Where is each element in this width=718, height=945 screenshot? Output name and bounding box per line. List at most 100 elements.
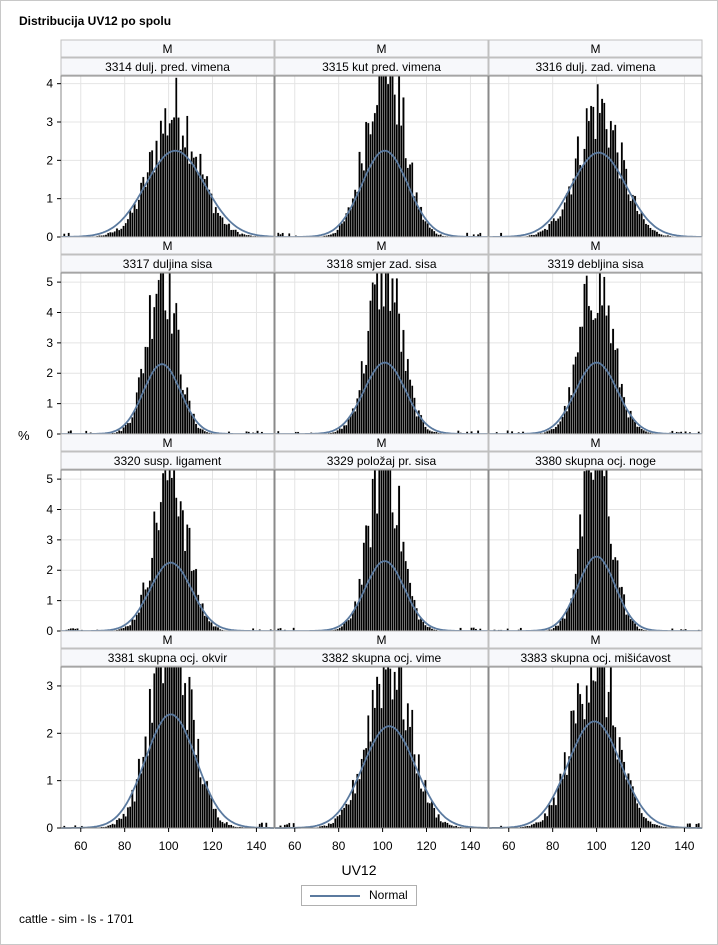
histogram-bar [408,726,412,829]
histogram-bar [624,168,628,238]
normal-curve [489,151,702,238]
histogram-bar [570,710,573,829]
histogram-bar [415,416,418,435]
histogram-bar [139,368,143,435]
histogram-bar [214,206,218,238]
histogram-bar [225,224,229,238]
panel-title-header [488,254,703,273]
histogram-bar [609,120,613,238]
histogram-bar [183,682,187,829]
histogram-bar [589,666,593,829]
histogram-bar [624,778,628,829]
histogram-bar [556,785,560,829]
histogram-bar [616,559,619,632]
histogram-bar [240,233,244,238]
histogram-bar [640,812,643,829]
histogram-bar [170,119,174,238]
histogram-bar [574,158,578,238]
histogram-bar [137,376,141,435]
histogram-bar [177,117,180,238]
histogram-bar [574,356,578,435]
histogram-bar [576,682,580,829]
histogram-bar [384,469,388,632]
histogram-bar [435,817,438,829]
histogram-bar [124,816,128,829]
panel-group-label: M [377,239,387,253]
histogram-bar [194,423,198,435]
histogram-bar [373,707,377,829]
histogram-bar [550,428,553,435]
histogram-bar [642,816,646,829]
histogram-bar [133,801,136,829]
histogram-bar [201,783,204,829]
histogram-bar [583,470,586,632]
histogram-bar [428,626,432,632]
histogram-bar [190,414,193,435]
histogram-bar [356,191,359,238]
histogram-bar [347,619,350,632]
histogram-bar [629,200,632,238]
histogram-bar [126,625,130,632]
histogram-bar [212,808,215,829]
histogram-bar [378,75,381,238]
histogram-bar [117,229,121,238]
y-tick-label: 0 [46,624,53,638]
histogram-bar [135,614,139,632]
y-tick-label: 4 [46,77,53,91]
histogram-bar [534,822,538,829]
histogram-bar [155,666,158,829]
histogram-bar [126,422,130,435]
histogram-bar [421,621,425,632]
panel-group-label: M [163,42,173,56]
histogram-bar [624,614,628,632]
histogram-bar [168,469,171,632]
histogram-bar [613,556,617,632]
histogram-bar [565,774,569,829]
histogram-bar [657,233,661,238]
histogram-bar [441,822,445,829]
histogram-bar [117,817,121,829]
histogram-bar [378,309,381,435]
panel-8: M 3329 položaj pr. sisa [274,433,489,632]
panel-group-header [60,39,275,58]
histogram-bar [598,666,602,829]
histogram-bar [545,229,549,238]
histogram-bar [148,294,152,435]
histogram-bar [144,186,147,238]
histogram-bar [367,122,370,238]
x-tick-label: 100 [159,839,179,853]
histogram-bar [207,791,211,829]
panel-11: M 3382 skupna ocj. vime 60 80 100 120 140 [274,630,489,853]
histogram-bar [221,217,224,238]
histogram-bar [532,823,536,829]
histogram-bar [539,821,542,829]
histogram-bar [179,666,182,829]
y-tick-label: 2 [46,366,53,380]
panel-title-header [274,451,489,470]
histogram-bar [373,469,377,632]
x-tick-label: 60 [502,839,516,853]
panel-group-label: M [163,436,173,450]
x-tick-label: 60 [288,839,302,853]
histogram-bar [216,626,220,632]
histogram-bar [181,135,185,238]
histogram-bar [349,618,353,632]
histogram-bar [393,94,396,238]
histogram-bar [642,218,646,238]
histogram-bar [649,821,652,829]
histogram-bar [417,753,421,829]
histogram-bar [561,617,564,632]
histogram-bar [638,807,641,829]
histogram-bar [128,624,132,632]
histogram-bar [201,429,204,435]
histogram-bar [199,153,202,238]
histogram-bar [135,392,139,435]
histogram-bar [397,666,401,829]
histogram-bar [340,809,344,829]
panel-title: 3329 položaj pr. sisa [327,454,437,468]
histogram-bar [539,231,542,238]
histogram-bar [153,511,156,632]
histogram-bar [567,186,571,238]
histogram-bar [106,232,110,238]
histogram-bar [413,599,416,632]
